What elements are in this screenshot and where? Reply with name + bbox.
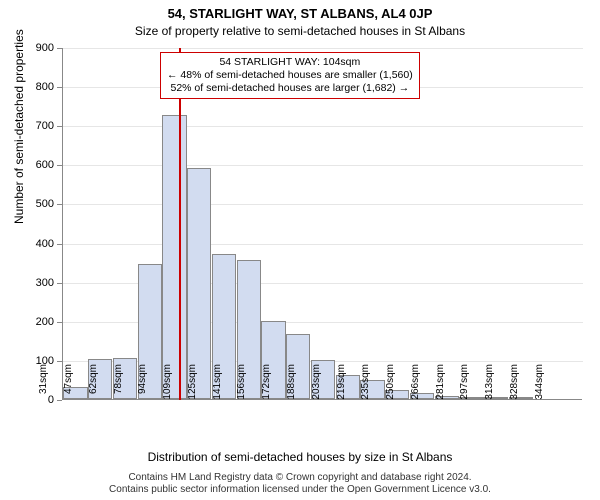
xtick-label: 78sqm (113, 364, 124, 404)
page-subtitle: Size of property relative to semi-detach… (0, 21, 600, 38)
xtick-label: 313sqm (484, 364, 495, 404)
xtick-label: 156sqm (236, 364, 247, 404)
ytick-label: 600 (24, 159, 54, 171)
marker-line (179, 48, 181, 400)
xtick-label: 203sqm (311, 364, 322, 404)
ytick (57, 244, 62, 245)
xtick-label: 109sqm (162, 364, 173, 404)
x-axis-label: Distribution of semi-detached houses by … (0, 450, 600, 464)
ytick (57, 322, 62, 323)
xtick-label: 125sqm (187, 364, 198, 404)
footer-line1: Contains HM Land Registry data © Crown c… (0, 472, 600, 484)
gridline (63, 244, 583, 245)
annotation-line3: 52% of semi-detached houses are larger (… (167, 82, 413, 95)
xtick-label: 31sqm (38, 364, 49, 404)
ytick-label: 400 (24, 238, 54, 250)
plot-area: 010020030040050060070080090031sqm47sqm62… (62, 48, 582, 400)
xtick-label: 328sqm (509, 364, 520, 404)
gridline (63, 48, 583, 49)
xtick-label: 281sqm (435, 364, 446, 404)
xtick-label: 219sqm (336, 364, 347, 404)
xtick-label: 344sqm (534, 364, 545, 404)
histogram-bar (162, 115, 186, 399)
xtick-label: 188sqm (286, 364, 297, 404)
ytick-label: 900 (24, 42, 54, 54)
xtick-label: 266sqm (410, 364, 421, 404)
xtick-label: 172sqm (261, 364, 272, 404)
annotation-line1: 54 STARLIGHT WAY: 104sqm (167, 56, 413, 69)
gridline (63, 204, 583, 205)
histogram-chart: 010020030040050060070080090031sqm47sqm62… (62, 48, 582, 400)
gridline (63, 165, 583, 166)
ytick (57, 283, 62, 284)
xtick-label: 62sqm (88, 364, 99, 404)
xtick-label: 47sqm (63, 364, 74, 404)
ytick (57, 165, 62, 166)
gridline (63, 126, 583, 127)
xtick-label: 250sqm (385, 364, 396, 404)
ytick (57, 361, 62, 362)
annotation-line2: ← 48% of semi-detached houses are smalle… (167, 69, 413, 82)
ytick-label: 700 (24, 120, 54, 132)
ytick-label: 500 (24, 198, 54, 210)
footer: Contains HM Land Registry data © Crown c… (0, 472, 600, 496)
ytick (57, 204, 62, 205)
xtick-label: 235sqm (360, 364, 371, 404)
ytick-label: 200 (24, 316, 54, 328)
xtick-label: 141sqm (212, 364, 223, 404)
ytick (57, 48, 62, 49)
xtick-label: 94sqm (137, 364, 148, 404)
footer-line2: Contains public sector information licen… (0, 484, 600, 496)
page-title: 54, STARLIGHT WAY, ST ALBANS, AL4 0JP (0, 0, 600, 21)
annotation-box: 54 STARLIGHT WAY: 104sqm ← 48% of semi-d… (160, 52, 420, 99)
xtick-label: 297sqm (459, 364, 470, 404)
ytick (57, 87, 62, 88)
ytick-label: 800 (24, 81, 54, 93)
ytick (57, 126, 62, 127)
ytick (57, 400, 62, 401)
ytick-label: 300 (24, 277, 54, 289)
